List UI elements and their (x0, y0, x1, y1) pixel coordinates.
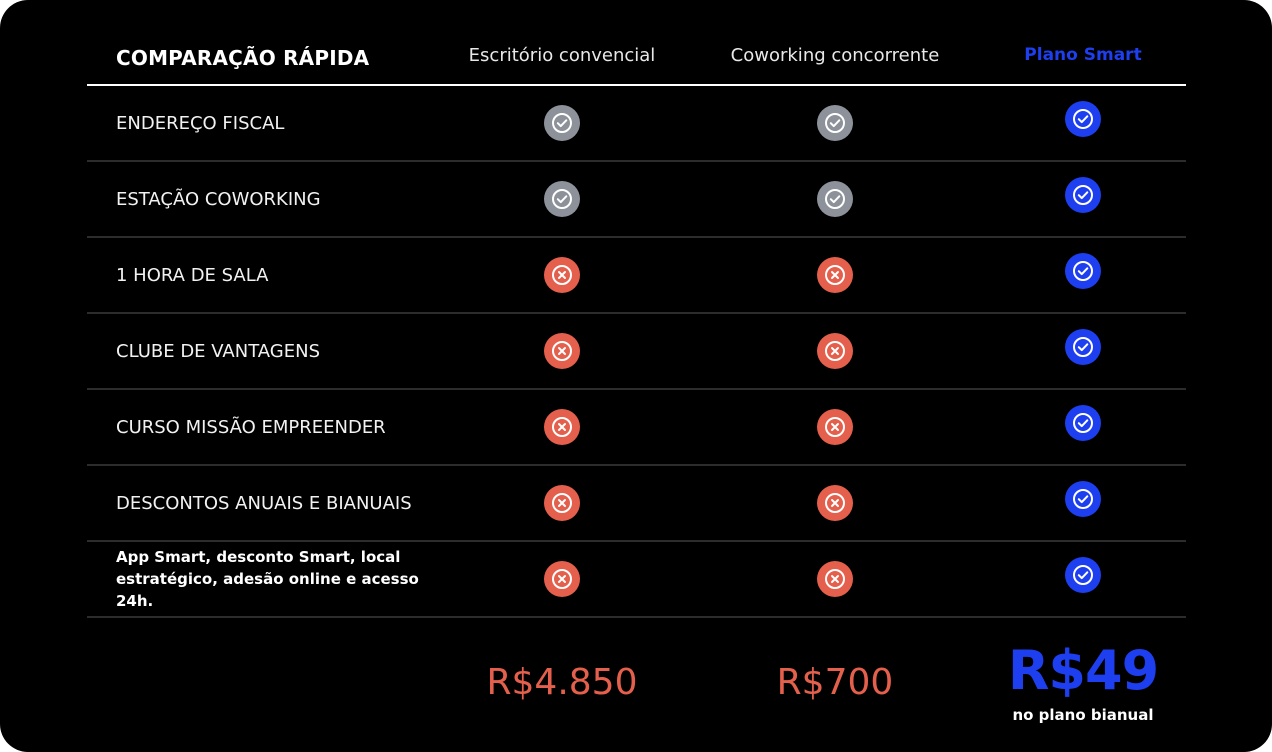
check-circle-icon (1065, 557, 1101, 593)
status-cell-office (532, 314, 592, 388)
feature-label: App Smart, desconto Smart, local estraté… (116, 548, 419, 610)
feature-label: 1 HORA DE SALA (116, 264, 269, 286)
status-cell-smart (1053, 234, 1113, 308)
status-cell-smart (1053, 310, 1113, 384)
table-row: 1 HORA DE SALA (87, 238, 1186, 314)
status-cell-coworking (805, 162, 865, 236)
price-row: R$4.850 R$700 R$49 no plano bianual (87, 618, 1186, 748)
status-cell-office (532, 86, 592, 160)
check-circle-icon (1065, 177, 1101, 213)
status-cell-smart (1053, 538, 1113, 612)
feature-rows: ENDEREÇO FISCAL ESTAÇÃO COWORKING 1 HORA D… (87, 86, 1186, 618)
status-cell-coworking (805, 542, 865, 616)
feature-label: CLUBE DE VANTAGENS (116, 340, 321, 362)
status-cell-smart (1053, 158, 1113, 232)
price-coworking: R$700 (776, 662, 894, 703)
table-row: App Smart, desconto Smart, local estraté… (87, 542, 1186, 618)
table-title: COMPARAÇÃO RÁPIDA (116, 46, 370, 70)
table-row: CURSO MISSÃO EMPREENDER (87, 390, 1186, 466)
check-circle-icon (817, 181, 853, 217)
feature-label: DESCONTOS ANUAIS E BIANUAIS (116, 492, 412, 514)
x-circle-icon (544, 257, 580, 293)
status-cell-smart (1053, 386, 1113, 460)
x-circle-icon (817, 333, 853, 369)
status-cell-coworking (805, 238, 865, 312)
price-smart: R$49 (1007, 639, 1159, 702)
x-circle-icon (544, 561, 580, 597)
status-cell-office (532, 390, 592, 464)
status-cell-office (532, 162, 592, 236)
table-row: ENDEREÇO FISCAL (87, 86, 1186, 162)
check-circle-icon (1065, 405, 1101, 441)
table-header: COMPARAÇÃO RÁPIDA Escritório convencial … (87, 40, 1186, 86)
check-circle-icon (817, 105, 853, 141)
check-circle-icon (1065, 329, 1101, 365)
feature-label: CURSO MISSÃO EMPREENDER (116, 416, 386, 438)
check-circle-icon (1065, 253, 1101, 289)
x-circle-icon (817, 409, 853, 445)
status-cell-coworking (805, 390, 865, 464)
price-office: R$4.850 (486, 662, 638, 703)
status-cell-smart (1053, 462, 1113, 536)
x-circle-icon (544, 485, 580, 521)
feature-label: ENDEREÇO FISCAL (116, 112, 285, 134)
x-circle-icon (544, 333, 580, 369)
x-circle-icon (544, 409, 580, 445)
status-cell-smart (1053, 82, 1113, 156)
x-circle-icon (817, 485, 853, 521)
table-row: ESTAÇÃO COWORKING (87, 162, 1186, 238)
x-circle-icon (817, 257, 853, 293)
column-header-office: Escritório convencial (468, 45, 656, 66)
check-circle-icon (1065, 101, 1101, 137)
feature-label: ESTAÇÃO COWORKING (116, 188, 321, 210)
column-header-smart: Plano Smart (1024, 45, 1142, 65)
x-circle-icon (817, 561, 853, 597)
table-row: CLUBE DE VANTAGENS (87, 314, 1186, 390)
status-cell-coworking (805, 314, 865, 388)
status-cell-coworking (805, 466, 865, 540)
check-circle-icon (544, 181, 580, 217)
status-cell-coworking (805, 86, 865, 160)
table-row: DESCONTOS ANUAIS E BIANUAIS (87, 466, 1186, 542)
status-cell-office (532, 238, 592, 312)
comparison-table: COMPARAÇÃO RÁPIDA Escritório convencial … (87, 40, 1186, 748)
column-header-coworking: Coworking concorrente (730, 45, 940, 66)
check-circle-icon (544, 105, 580, 141)
status-cell-office (532, 542, 592, 616)
status-cell-office (532, 466, 592, 540)
price-smart-note: no plano bianual (1012, 706, 1154, 724)
check-circle-icon (1065, 481, 1101, 517)
